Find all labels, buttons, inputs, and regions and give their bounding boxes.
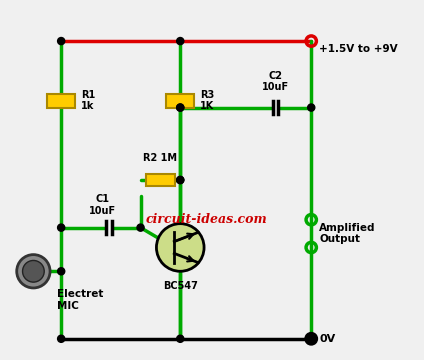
Text: R2 1M: R2 1M (143, 153, 177, 163)
Text: BC547: BC547 (163, 281, 198, 291)
Text: Electret
MIC: Electret MIC (57, 289, 103, 311)
Bar (166, 94, 194, 108)
Text: Amplified
Output: Amplified Output (319, 223, 376, 244)
Bar (47, 94, 75, 108)
Circle shape (177, 176, 184, 184)
Bar (145, 174, 175, 186)
Circle shape (17, 255, 50, 288)
Circle shape (137, 224, 144, 231)
Circle shape (308, 104, 315, 111)
Text: 0V: 0V (319, 334, 335, 344)
Circle shape (177, 176, 184, 184)
Circle shape (58, 224, 65, 231)
Circle shape (156, 224, 204, 271)
Text: R3
1K: R3 1K (200, 90, 215, 111)
Circle shape (58, 335, 65, 342)
Text: +1.5V to +9V: +1.5V to +9V (319, 44, 398, 54)
Text: C1
10uF: C1 10uF (89, 194, 117, 216)
Circle shape (58, 268, 65, 275)
Text: R1
1k: R1 1k (81, 90, 95, 111)
Circle shape (177, 37, 184, 45)
Circle shape (177, 104, 184, 111)
Circle shape (308, 335, 315, 342)
Text: C2
10uF: C2 10uF (262, 71, 289, 93)
Circle shape (22, 260, 44, 282)
Circle shape (58, 37, 65, 45)
Circle shape (177, 104, 184, 111)
Text: circuit-ideas.com: circuit-ideas.com (145, 213, 267, 226)
Circle shape (177, 335, 184, 342)
